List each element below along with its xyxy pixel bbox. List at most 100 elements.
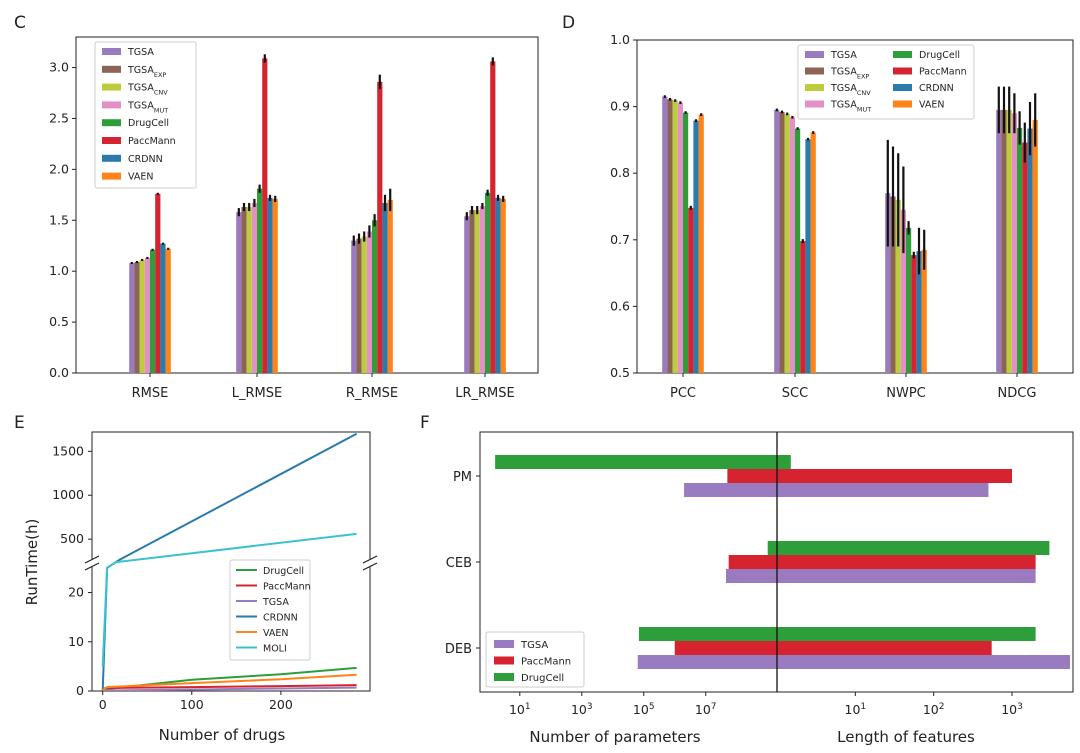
legend-swatch-paccmann xyxy=(102,137,121,144)
bar-tgsa-cnv-nwpc xyxy=(895,199,901,373)
axis-break-mark xyxy=(84,562,100,571)
y-tick-label: 10 xyxy=(68,634,84,649)
line-tgsa xyxy=(102,686,357,691)
x-tick-label: SCC xyxy=(782,386,808,401)
legend-label-crdnn: CRDNN xyxy=(128,154,163,165)
panel-f-parameters-chart: F PM CEB DEB 107 105 103 101 101 102 103 Number of… xyxy=(420,413,1074,746)
plot-frame xyxy=(636,39,1074,374)
x-tick-label: 107 xyxy=(695,702,717,717)
y-tick-label: PM xyxy=(453,470,472,485)
bar-vaen-pcc xyxy=(698,114,704,373)
panel-label-e: E xyxy=(14,413,25,433)
bar-vaen-rmse xyxy=(165,248,171,373)
legend-label-drugcell: DrugCell xyxy=(919,50,960,61)
y-tick-label: 0.5 xyxy=(610,365,630,380)
legend-swatch-tgsa-exp xyxy=(102,65,121,73)
bar-tgsa-cnv-l-rmse xyxy=(246,207,252,373)
x-tick-label: 100 xyxy=(180,697,204,712)
legend-swatch-drugcell xyxy=(893,51,912,58)
bar-paccmann-nwpc xyxy=(911,255,917,373)
y-tick-label: 500 xyxy=(60,531,84,546)
legend-box xyxy=(94,41,197,189)
bar-vaen-nwpc xyxy=(921,249,927,373)
legend-swatch-drugcell xyxy=(494,673,514,681)
bar-vaen-ndcg xyxy=(1032,119,1038,373)
bar-tgsa-cnv-scc xyxy=(784,113,790,374)
bar-crdnn-nwpc xyxy=(916,251,922,373)
bar-tgsa-mut-l-rmse xyxy=(251,202,257,373)
bar-tgsa-l-rmse xyxy=(236,212,242,373)
x-tick-label: 103 xyxy=(571,702,593,717)
legend-swatch-tgsa-cnv xyxy=(805,84,824,91)
y-tick-label: 1000 xyxy=(52,487,84,502)
x-tick-label: 105 xyxy=(633,702,655,717)
y-tick-label: 0.0 xyxy=(49,365,69,380)
bar-paccmann-l-rmse xyxy=(262,58,268,374)
bar-drugcell-ceb xyxy=(767,541,1050,555)
panel-label-d: D xyxy=(562,13,575,33)
line-moli xyxy=(101,532,357,667)
bar-drugcell-pm xyxy=(495,455,791,469)
y-tick-label: 1.0 xyxy=(49,263,69,278)
panel-label-f: F xyxy=(420,413,430,433)
bar-tgsa-pm xyxy=(684,483,989,497)
bar-paccmann-rmse xyxy=(155,193,161,373)
series-lines xyxy=(101,432,358,691)
bar-tgsa-deb xyxy=(637,655,1071,669)
legend-swatch-vaen xyxy=(893,100,912,108)
bar-tgsa-exp-scc xyxy=(779,111,785,373)
y-tick-label: 0.8 xyxy=(610,165,630,180)
x-axis-label-parameters: Number of parameters xyxy=(529,728,700,746)
bar-vaen-scc xyxy=(810,132,816,373)
bar-tgsa-exp-pcc xyxy=(667,99,673,374)
x-axis-label: Number of drugs xyxy=(159,726,286,744)
legend-label-paccmann: PaccMann xyxy=(263,582,311,593)
legend-label-drugcell: DrugCell xyxy=(521,673,564,684)
bar-tgsa-lr-rmse xyxy=(464,216,470,373)
y-tick-label: 2.5 xyxy=(49,110,69,125)
x-axis-label-features: Length of features xyxy=(837,728,975,746)
bar-drugcell-l-rmse xyxy=(257,188,263,373)
legend-label-crdnn: CRDNN xyxy=(263,613,298,624)
legend-swatch-tgsa-mut xyxy=(102,101,121,109)
bar-paccmann-r-rmse xyxy=(377,81,383,374)
bar-tgsa-mut-rmse xyxy=(144,257,150,373)
bar-crdnn-l-rmse xyxy=(267,197,273,373)
legend-swatch-paccmann xyxy=(494,656,514,665)
panel-c-rmse-chart: C 0.0 0.5 1.0 1.5 2.0 2.5 3.0 RMSE L_RMSE R_RMSE L… xyxy=(14,13,539,401)
bar-tgsa-ceb xyxy=(725,569,1036,583)
legend-label-tgsa: TGSA xyxy=(830,50,857,61)
bar-paccmann-pcc xyxy=(688,207,694,373)
bar-crdnn-r-rmse xyxy=(382,202,388,373)
y-tick-label: 0.9 xyxy=(610,99,630,114)
legend-label-vaen: VAEN xyxy=(263,628,289,639)
bar-tgsa-mut-scc xyxy=(789,117,795,373)
y-tick-label: CEB xyxy=(446,556,472,571)
legend-box xyxy=(797,44,975,120)
bar-vaen-l-rmse xyxy=(272,198,278,373)
legend-swatch-vaen xyxy=(102,172,121,180)
bar-paccmann-ceb xyxy=(728,555,1036,569)
legend-label-tgsa: TGSA xyxy=(127,47,154,58)
x-tick-label: 101 xyxy=(845,702,867,717)
x-tick-label: 102 xyxy=(923,702,945,717)
x-tick-label: R_RMSE xyxy=(346,386,398,401)
legend-swatch-crdnn xyxy=(893,84,912,91)
bar-tgsa-exp-l-rmse xyxy=(241,207,247,373)
legend-swatch-tgsa xyxy=(805,51,824,58)
legend-label-vaen: VAEN xyxy=(919,100,945,111)
bar-drugcell-deb xyxy=(638,627,1036,641)
legend-swatch-tgsa xyxy=(102,48,121,55)
bar-tgsa-mut-r-rmse xyxy=(366,231,372,373)
bar-vaen-lr-rmse xyxy=(500,198,506,373)
axis-break-mark xyxy=(362,562,378,571)
bar-tgsa-exp-lr-rmse xyxy=(469,210,475,373)
legend-swatch-paccmann xyxy=(893,67,912,75)
bar-drugcell-pcc xyxy=(683,112,689,374)
bar-drugcell-ndcg xyxy=(1017,127,1023,373)
y-tick-label: 2.0 xyxy=(49,161,69,176)
legend-label-vaen: VAEN xyxy=(128,172,154,183)
bar-vaen-r-rmse xyxy=(387,199,393,373)
y-tick-label: 0 xyxy=(76,683,84,698)
